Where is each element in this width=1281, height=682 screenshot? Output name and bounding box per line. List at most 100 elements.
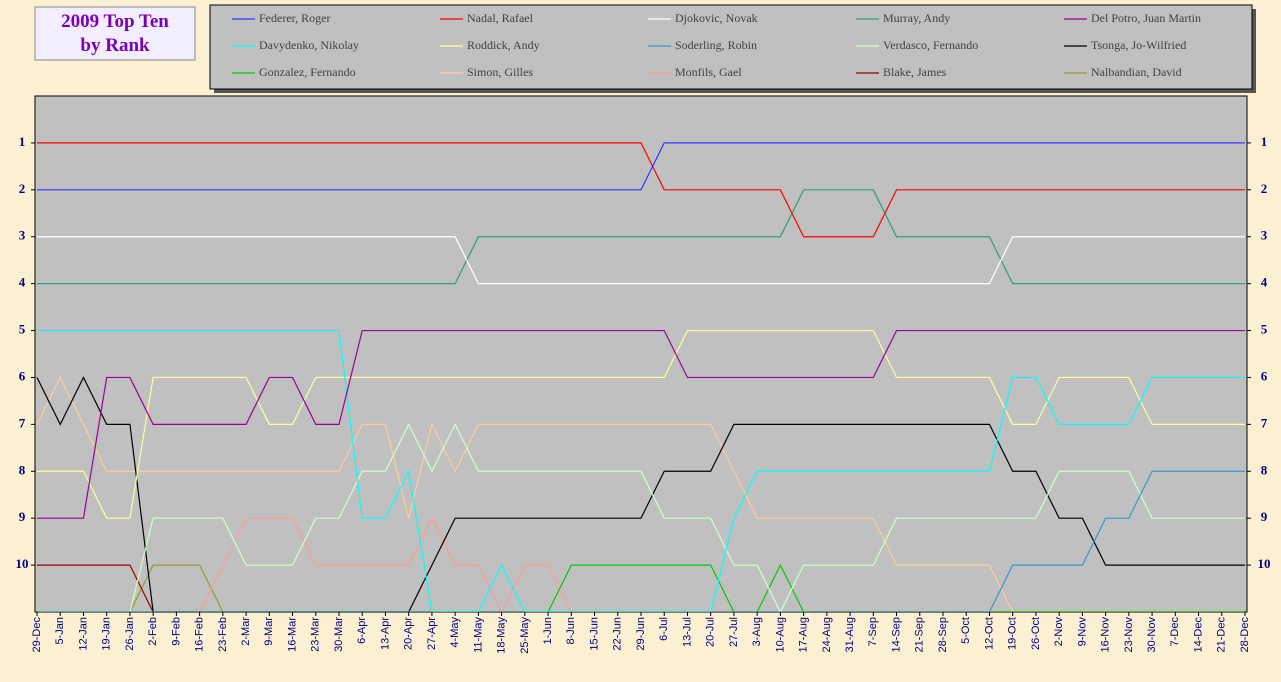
x-tick-label: 4-May	[449, 617, 461, 648]
x-tick-label: 14-Sep	[890, 617, 902, 652]
y-tick-label: 4	[19, 275, 26, 290]
legend-label: Djokovic, Novak	[675, 11, 758, 25]
x-tick-label: 2-Mar	[240, 617, 252, 646]
title-box	[34, 6, 196, 61]
legend-label: Verdasco, Fernando	[883, 38, 978, 52]
legend-label: Tsonga, Jo-Wilfried	[1091, 38, 1186, 52]
x-tick-label: 9-Nov	[1076, 617, 1088, 647]
x-tick-label: 6-Apr	[356, 617, 368, 644]
x-tick-label: 28-Sep	[937, 617, 949, 652]
x-tick-label: 6-Jul	[658, 617, 670, 641]
x-tick-label: 17-Aug	[798, 617, 810, 652]
x-tick-label: 21-Dec	[1216, 617, 1228, 653]
y-tick-label: 7	[1261, 415, 1268, 430]
chart-title: 2009 Top Ten	[61, 11, 169, 32]
x-tick-label: 16-Feb	[194, 617, 206, 652]
legend-label: Nalbandian, David	[1091, 65, 1182, 79]
y-tick-label: 10	[16, 556, 29, 571]
x-tick-label: 16-Mar	[286, 617, 298, 652]
x-tick-label: 20-Jul	[705, 617, 717, 647]
x-tick-label: 23-Mar	[310, 617, 322, 652]
x-tick-label: 16-Nov	[1100, 617, 1112, 653]
series-line	[37, 142, 1245, 191]
x-tick-label: 15-Jun	[588, 617, 600, 651]
y-tick-label: 7	[19, 415, 26, 430]
series-line	[37, 470, 1245, 612]
x-tick-label: 21-Sep	[914, 617, 926, 652]
x-tick-label: 25-May	[519, 617, 531, 654]
y-tick-label: 10	[1258, 556, 1271, 571]
y-tick-label: 1	[19, 134, 26, 149]
x-tick-label: 29-Dec	[31, 617, 43, 653]
y-tick-label: 3	[19, 228, 26, 243]
series-line	[37, 563, 1245, 612]
x-tick-label: 20-Apr	[403, 617, 415, 650]
series-line	[36, 376, 1245, 612]
x-tick-label: 9-Feb	[170, 617, 182, 646]
x-tick-label: 7-Sep	[867, 617, 879, 646]
y-tick-label: 5	[1261, 322, 1268, 337]
plot-lines	[36, 142, 1245, 612]
legend-label: Monfils, Gael	[675, 65, 742, 79]
x-tick-label: 19-Oct	[1007, 617, 1019, 650]
x-tick-label: 30-Nov	[1146, 617, 1158, 653]
y-tick-label: 9	[1261, 509, 1268, 524]
x-tick-label: 18-May	[496, 617, 508, 654]
legend-label: Davydenko, Nikolay	[259, 38, 359, 52]
y-tick-label: 9	[19, 509, 26, 524]
legend-label: Federer, Roger	[259, 11, 331, 25]
legend-label: Simon, Gilles	[467, 65, 533, 79]
x-tick-label: 9-Mar	[263, 617, 275, 646]
plot-area	[34, 95, 1248, 613]
x-tick-label: 1-Jun	[542, 617, 554, 645]
series-line	[37, 423, 1245, 612]
x-tick-label: 12-Oct	[983, 617, 995, 650]
x-tick-label: 23-Nov	[1123, 617, 1135, 653]
y-tick-label: 1	[1261, 134, 1268, 149]
x-tick-label: 27-Apr	[426, 617, 438, 650]
x-tick-label: 29-Jun	[635, 617, 647, 651]
legend-label: Murray, Andy	[883, 11, 950, 25]
x-tick-label: 28-Dec	[1239, 617, 1251, 653]
y-tick-label: 5	[19, 322, 26, 337]
x-tick-label: 31-Aug	[844, 617, 856, 652]
x-tick-label: 26-Jan	[124, 617, 136, 651]
legend-label: Del Potro, Juan Martin	[1091, 11, 1201, 25]
x-tick-label: 11-May	[472, 617, 484, 653]
x-tick-label: 13-Jul	[681, 617, 693, 647]
x-tick-label: 8-Jun	[565, 617, 577, 645]
y-tick-label: 4	[1261, 275, 1268, 290]
series-line	[37, 329, 1245, 519]
y-tick-label: 2	[19, 181, 26, 196]
series-line	[37, 189, 1245, 285]
x-tick-label: 12-Jan	[77, 617, 89, 651]
x-tick-label: 3-Aug	[751, 617, 763, 646]
x-tick-label: 24-Aug	[821, 617, 833, 652]
x-tick-label: 23-Feb	[217, 617, 229, 652]
chart-title: by Rank	[80, 35, 150, 56]
series-line	[36, 376, 1245, 612]
legend-label: Roddick, Andy	[467, 38, 540, 52]
x-tick-label: 2-Feb	[147, 617, 159, 646]
x-tick-label: 27-Jul	[728, 617, 740, 647]
series-line	[37, 516, 1245, 612]
series-line	[37, 329, 1245, 612]
legend-label: Soderling, Robin	[675, 38, 757, 52]
y-tick-label: 2	[1261, 181, 1268, 196]
series-line	[37, 329, 1245, 519]
x-tick-label: 2-Nov	[1053, 617, 1065, 647]
x-tick-label: 10-Aug	[774, 617, 786, 652]
series-line	[37, 236, 1245, 285]
legend-label: Gonzalez, Fernando	[259, 65, 356, 79]
legend-label: Blake, James	[883, 65, 947, 79]
x-tick-label: 7-Dec	[1169, 617, 1181, 647]
legend-label: Nadal, Rafael	[467, 11, 534, 25]
x-tick-label: 19-Jan	[101, 617, 113, 651]
y-tick-label: 6	[19, 368, 26, 383]
series-line	[37, 142, 1245, 238]
y-tick-label: 8	[19, 462, 26, 477]
x-tick-label: 22-Jun	[612, 617, 624, 651]
x-tick-label: 13-Apr	[379, 617, 391, 650]
